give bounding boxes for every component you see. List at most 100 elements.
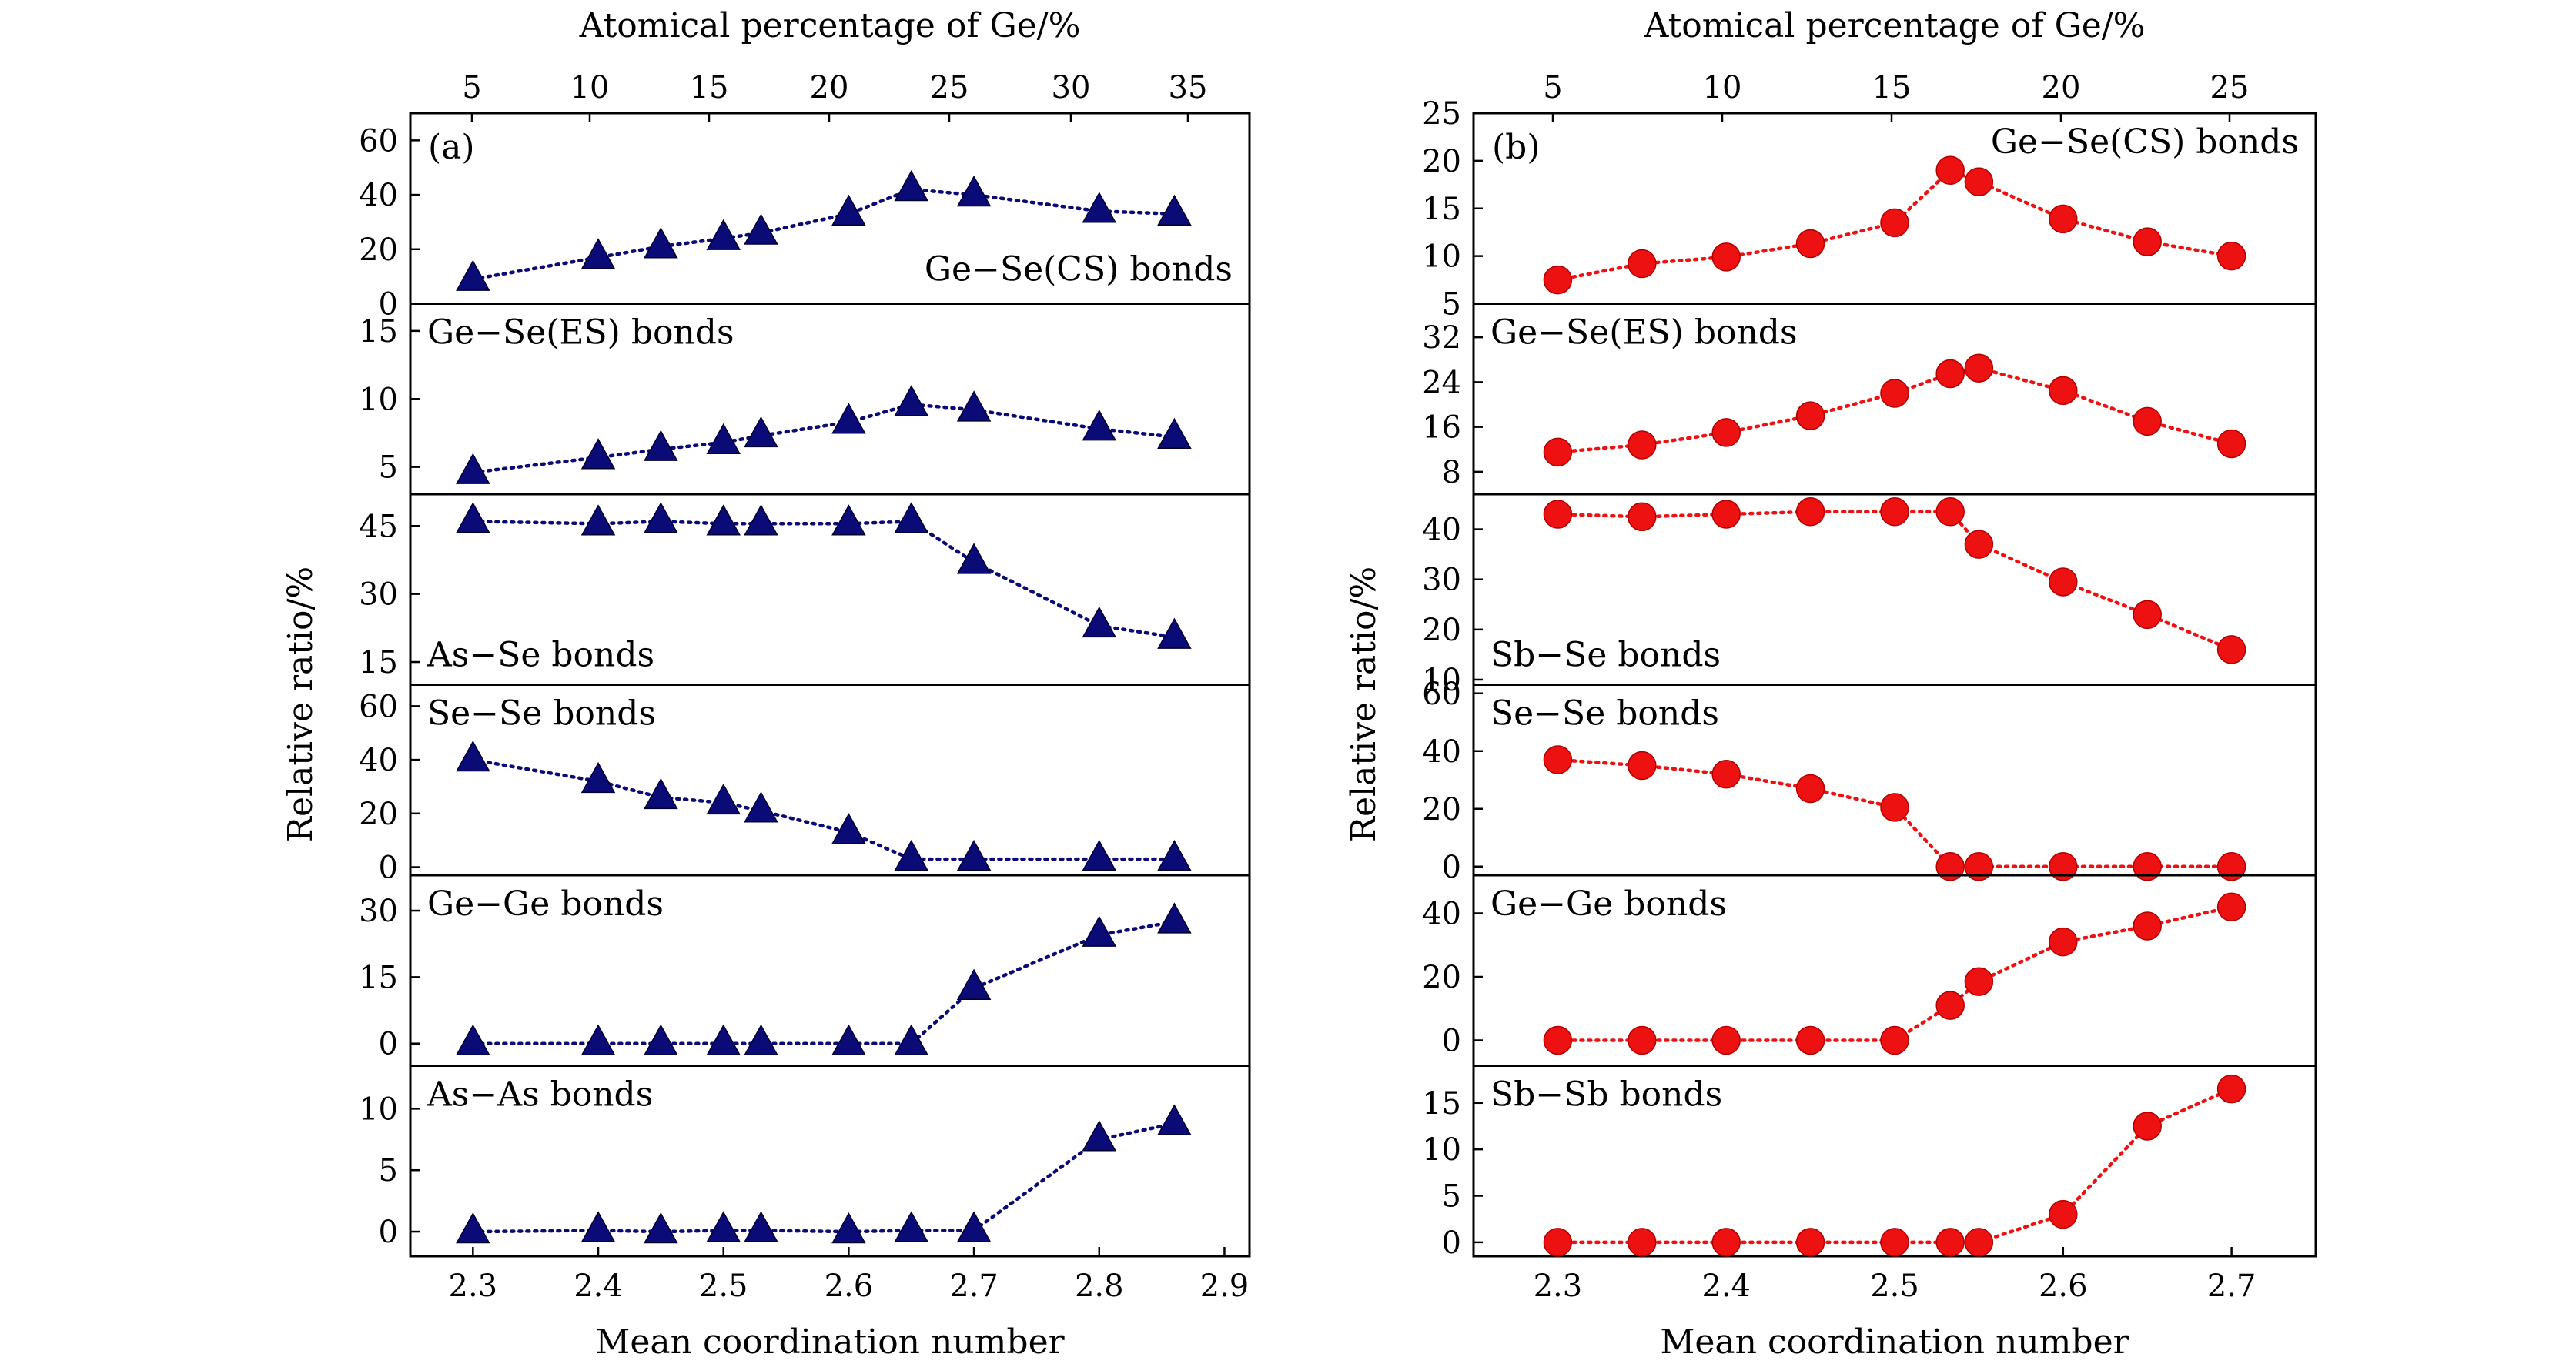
top-tick-label-a: 20 [810,70,849,105]
panel-label-a: (a) [428,128,475,167]
series-label: Se−Se bonds [1490,694,1719,734]
y-tick-label: 10 [359,1092,398,1127]
data-point [456,1212,490,1244]
data-point [644,502,678,533]
data-point [456,1024,490,1055]
data-point [1082,839,1117,871]
x-tick-label-a: 2.3 [449,1269,498,1304]
data-point [580,1211,616,1242]
x-tick-label-a: 2.9 [1200,1269,1250,1304]
y-tick-label: 5 [379,450,398,486]
data-point [1543,500,1573,529]
subplot-a-1: 0 20 40 60 Ge−Se(CS) bonds [359,112,1251,323]
y-tick-label: 10 [1422,663,1461,698]
series-label: Ge−Se(ES) bonds [1490,313,1798,353]
x-axis-title-b: Mean coordination number [1660,1322,2129,1362]
subplot-a-3: 15 30 45 As−Se bonds [359,493,1251,686]
data-point [1964,1228,1994,1257]
top-tick-label-a: 15 [690,70,729,105]
data-point [706,1211,741,1242]
data-point [831,403,866,434]
data-point [456,259,490,291]
y-tick-label: 40 [1422,897,1461,932]
x-tick-label-b: 2.3 [1534,1269,1583,1304]
y-tick-label: 0 [379,851,398,886]
series-line [1556,757,2233,868]
series-line [1556,168,2233,282]
data-point [1935,991,1965,1020]
y-tick-label: 32 [1422,320,1461,356]
series-line [471,520,1176,639]
y-tick-label: 0 [1442,850,1461,885]
series-label: Ge−Ge bonds [427,884,664,924]
data-point [1880,379,1909,408]
data-point [744,213,778,245]
data-point [2216,892,2246,921]
data-point [1935,852,1965,881]
y-tick-label: 45 [359,509,398,544]
subplot-a-5: 0 15 30 Ge−Ge bonds [359,874,1251,1067]
series-label: Se−Se bonds [427,694,656,734]
data-point [956,175,992,207]
top-tick-label-b: 25 [2210,70,2250,105]
y-tick-label: 20 [359,797,398,832]
y-tick-label: 10 [1422,1132,1461,1168]
data-point [1082,410,1117,441]
data-point [2049,376,2078,406]
y-tick-label: 10 [1422,239,1461,275]
y-tick-label: 15 [1422,1086,1461,1122]
x-tick-label-b: 2.6 [2039,1269,2088,1304]
data-point [706,423,741,455]
y-tick-label: 60 [359,689,398,724]
x-tick-label-a: 2.8 [1075,1269,1124,1304]
series-label: As−As bonds [427,1075,653,1115]
data-point [580,761,616,794]
top-tick-label-a: 30 [1052,70,1091,105]
y-tick-label: 30 [359,577,398,613]
x-tick-label-a: 2.5 [699,1269,748,1304]
panel-label-b: (b) [1492,128,1541,167]
data-point [2049,204,2078,234]
y-tick-label: 10 [359,382,398,417]
y-tick-label: 20 [1422,792,1461,827]
series-line [471,757,1176,861]
data-point [744,1024,778,1055]
data-point [1711,760,1741,789]
subplot-b-2: 8 16 24 32 Ge−Se(ES) bonds [1422,303,2317,496]
series-line [471,920,1176,1045]
data-point [956,543,992,574]
series-line [1556,1087,2233,1245]
data-point [1964,353,1994,383]
data-point [580,438,616,470]
data-point [1795,774,1825,804]
data-point [456,740,490,772]
data-point [894,502,929,533]
y-tick-label: 0 [379,287,398,323]
top-tick-label-a: 35 [1169,70,1208,105]
data-point [1795,1228,1825,1257]
data-point [1157,194,1192,226]
series-label: Ge−Ge bonds [1490,884,1727,924]
series-label: Sb−Sb bonds [1490,1075,1722,1115]
data-point [956,968,992,1000]
data-point [1082,1120,1117,1152]
data-point [2216,852,2246,881]
y-tick-label: 40 [359,178,398,213]
data-point [644,1212,678,1244]
y-tick-label: 30 [359,894,398,929]
data-point [1543,437,1573,467]
data-point [2133,911,2162,941]
data-point [1711,1025,1741,1055]
data-point [2216,429,2246,459]
data-point [1711,242,1741,272]
y-axis-title-b: Relative ratio/% [1344,567,1383,842]
data-point [744,1211,778,1242]
series-label: Sb−Se bonds [1490,636,1721,675]
data-point [1628,430,1657,460]
data-point [1157,617,1192,649]
data-point [706,219,741,250]
data-point [2216,1074,2246,1104]
data-point [1157,1104,1192,1135]
top-tick-label-a: 5 [462,70,481,105]
